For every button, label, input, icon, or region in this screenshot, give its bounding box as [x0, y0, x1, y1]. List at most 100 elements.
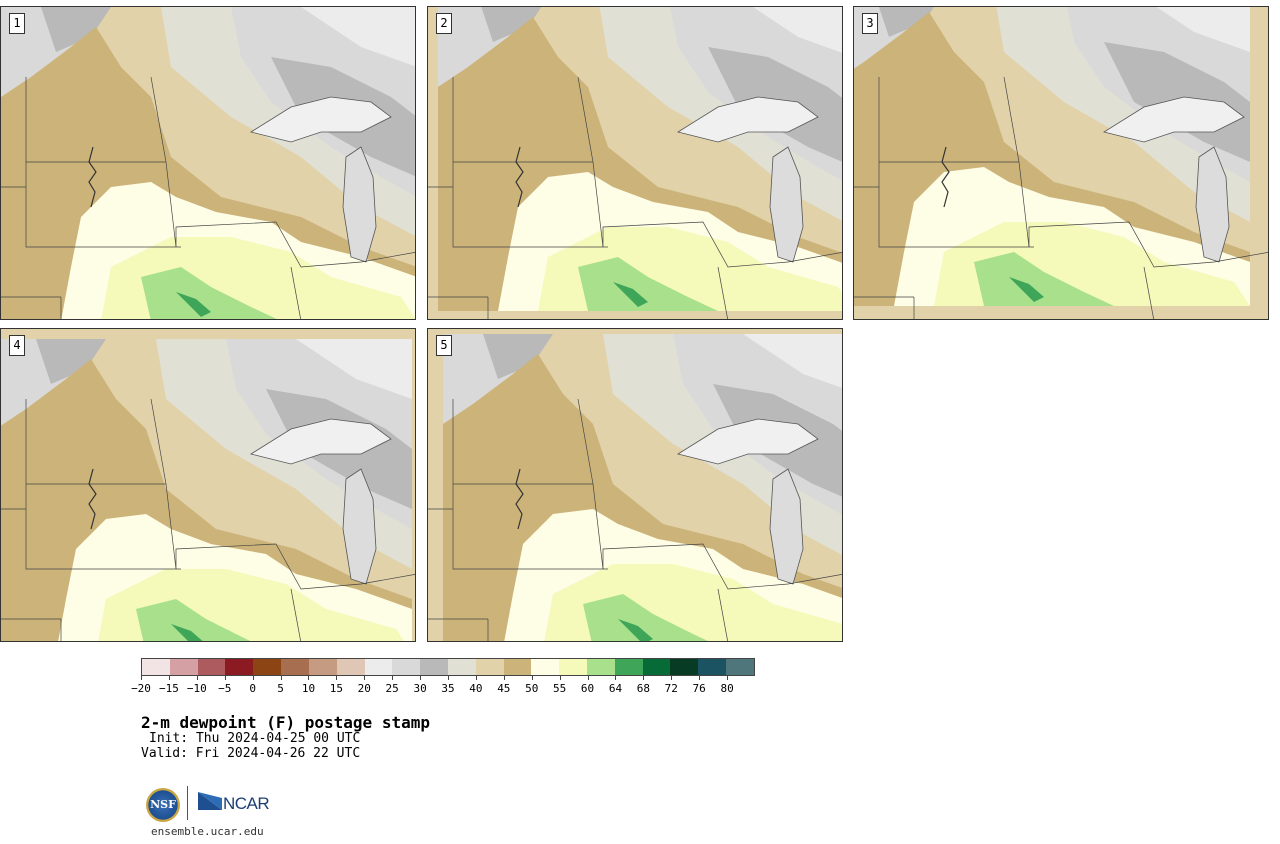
colorbar-segment	[169, 659, 198, 675]
colorbar-segment	[225, 659, 254, 675]
colorbar-tick-label: 25	[385, 682, 399, 695]
state-border	[452, 77, 608, 248]
colorbar-tick	[420, 676, 422, 680]
ensemble-member-map-1: 1	[0, 6, 416, 320]
member-label: 4	[9, 335, 25, 356]
colorbar-segment	[392, 659, 421, 675]
dewpoint-field	[854, 7, 1268, 319]
colorbar-tick-label: −5	[218, 682, 232, 695]
ncar-logo-text: NCAR	[223, 794, 270, 813]
colorbar-tick	[671, 676, 673, 680]
lake-michigan	[342, 146, 377, 263]
logo-divider	[187, 786, 188, 820]
colorbar-tick-label: 30	[413, 682, 427, 695]
red-river	[515, 468, 524, 530]
colorbar-tick	[141, 676, 142, 680]
lake-michigan	[1195, 146, 1230, 263]
colorbar-segment	[698, 659, 727, 675]
init-time: Init: Thu 2024-04-25 00 UTC	[149, 731, 361, 746]
colorbar-segment	[308, 659, 337, 675]
colorbar-tick-label: 72	[664, 682, 678, 695]
dewpoint-region	[141, 267, 277, 319]
colorbar-segment	[447, 659, 476, 675]
colorbar-tick	[643, 676, 645, 680]
member-label: 1	[9, 13, 25, 34]
lake-superior	[249, 418, 392, 465]
colorbar-segment	[420, 659, 448, 675]
colorbar-segment	[726, 659, 754, 675]
valid-time: Valid: Fri 2024-04-26 22 UTC	[141, 746, 361, 761]
state-border	[290, 588, 301, 641]
red-river	[941, 146, 950, 208]
dewpoint-field	[428, 7, 842, 319]
colorbar-tick	[699, 676, 701, 680]
lake-superior	[676, 96, 819, 143]
colorbar-tick	[448, 676, 449, 680]
colorbar-tick	[336, 676, 338, 680]
colorbar-segment	[642, 659, 671, 675]
state-border	[150, 76, 177, 248]
colorbar-tick-label: −10	[186, 682, 207, 695]
colorbar-segment	[503, 659, 532, 675]
dewpoint-region	[613, 282, 648, 307]
dewpoint-region	[974, 252, 1114, 306]
state-border	[1003, 76, 1030, 248]
colorbar-tick-label: 50	[525, 682, 539, 695]
state-border	[25, 77, 181, 248]
dewpoint-field	[1, 7, 415, 319]
colorbar-tick-label: 80	[720, 682, 734, 695]
state-border	[878, 77, 1034, 248]
logo-area: NSF NCAR	[146, 786, 276, 822]
dewpoint-region	[618, 619, 653, 641]
lake-michigan	[769, 146, 804, 263]
state-border	[577, 76, 604, 248]
colorbar-tick-label: 15	[329, 682, 343, 695]
colorbar-tick	[727, 676, 729, 680]
colorbar-tick	[308, 676, 310, 680]
state-border	[452, 399, 608, 570]
state-border	[175, 221, 415, 268]
dewpoint-region	[296, 339, 412, 399]
colorbar-tick	[392, 676, 394, 680]
site-url: ensemble.ucar.edu	[151, 825, 264, 838]
red-river	[88, 468, 97, 530]
colorbar-tick-label: 60	[580, 682, 595, 695]
colorbar-tick	[280, 676, 282, 680]
state-border	[1143, 266, 1154, 319]
colorbar-segment	[364, 659, 393, 675]
dewpoint-region	[36, 339, 106, 384]
lake-superior	[249, 96, 392, 143]
colorbar-tick	[559, 676, 561, 680]
dewpoint-region	[41, 7, 111, 52]
dewpoint-region	[583, 594, 708, 641]
colorbar-segment	[475, 659, 504, 675]
dewpoint-region	[176, 292, 211, 317]
colorbar-tick	[196, 676, 198, 680]
colorbar-tick-label: 5	[277, 682, 284, 695]
colorbar-tick-label: −20	[131, 682, 151, 695]
dewpoint-region	[743, 334, 842, 388]
colorbar-tick-label: 0	[249, 682, 256, 695]
dewpoint-region	[578, 257, 718, 311]
state-border	[602, 543, 842, 590]
dewpoint-region	[171, 624, 203, 641]
colorbar-tick	[364, 676, 366, 680]
red-river	[515, 146, 524, 208]
member-label: 3	[862, 13, 878, 34]
member-label: 5	[436, 335, 452, 356]
colorbar-tick-label: 64	[608, 682, 623, 695]
ensemble-member-map-4: 4	[0, 328, 416, 642]
dewpoint-field	[1, 329, 415, 641]
colorbar-segment	[587, 659, 615, 675]
lake-superior	[676, 418, 819, 465]
nsf-logo: NSF	[146, 788, 180, 822]
colorbar-segment	[614, 659, 643, 675]
state-border	[717, 588, 728, 641]
state-border	[717, 266, 728, 319]
colorbar-tick	[587, 676, 589, 680]
colorbar-tick-label: 40	[469, 682, 483, 695]
dewpoint-colorbar	[141, 658, 755, 676]
lake-michigan	[769, 468, 804, 585]
colorbar-segment	[142, 659, 170, 675]
lake-michigan	[342, 468, 377, 585]
